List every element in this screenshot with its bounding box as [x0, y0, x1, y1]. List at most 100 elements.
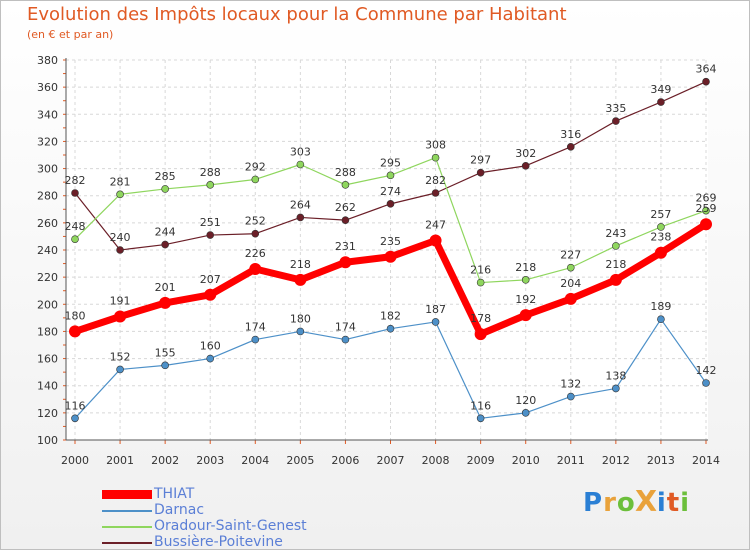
y-tick-label: 100	[37, 434, 58, 447]
y-tick-label: 180	[37, 325, 58, 338]
data-label: 316	[560, 128, 581, 141]
x-tick-label: 2008	[422, 454, 450, 467]
data-point	[476, 278, 485, 287]
y-tick-label: 280	[37, 190, 58, 203]
data-point	[159, 296, 172, 309]
data-point	[702, 206, 710, 215]
y-tick-label: 140	[37, 380, 58, 393]
legend-swatch	[102, 542, 152, 544]
data-label: 264	[290, 198, 311, 211]
data-label: 142	[696, 364, 717, 377]
data-point	[294, 273, 307, 286]
data-point	[521, 409, 530, 417]
data-label: 281	[110, 175, 131, 188]
x-tick-label: 2006	[331, 454, 359, 467]
data-label: 216	[470, 264, 491, 277]
data-point	[474, 328, 487, 341]
x-tick-label: 2000	[61, 454, 89, 467]
data-label: 252	[245, 215, 266, 228]
legend-swatch	[102, 510, 152, 512]
data-label: 257	[650, 208, 671, 221]
data-point	[251, 335, 260, 344]
x-tick-label: 2009	[467, 454, 495, 467]
data-label: 218	[605, 258, 626, 271]
data-point	[116, 365, 124, 374]
data-point	[386, 200, 395, 208]
data-label: 282	[65, 174, 86, 187]
x-tick-label: 2012	[602, 454, 630, 467]
data-label: 201	[155, 281, 176, 294]
x-tick-label: 2001	[106, 454, 134, 467]
data-label: 269	[696, 192, 717, 205]
x-tick-label: 2014	[692, 454, 720, 467]
x-tick-label: 2005	[286, 454, 314, 467]
y-tick-label: 220	[37, 271, 58, 284]
data-point	[116, 190, 124, 199]
legend-swatch	[102, 526, 152, 528]
x-tick-label: 2013	[647, 454, 675, 467]
data-label: 152	[110, 350, 131, 363]
data-point	[69, 325, 81, 338]
data-label: 251	[200, 216, 221, 229]
data-point	[161, 240, 169, 249]
data-label: 204	[560, 277, 581, 290]
data-label: 288	[335, 166, 356, 179]
data-label: 240	[110, 231, 131, 244]
y-tick-label: 260	[37, 217, 58, 230]
data-point	[431, 189, 440, 197]
x-tick-label: 2011	[557, 454, 585, 467]
data-point	[296, 213, 305, 222]
data-point	[521, 162, 530, 170]
data-label: 262	[335, 201, 356, 214]
data-label: 302	[515, 147, 536, 160]
y-tick-label: 380	[37, 54, 58, 67]
data-point	[431, 318, 440, 326]
data-label: 274	[380, 185, 401, 198]
data-label: 297	[470, 154, 491, 167]
data-label: 191	[110, 295, 131, 308]
data-point	[612, 242, 620, 250]
data-label: 182	[380, 310, 401, 323]
data-point	[476, 168, 485, 177]
data-point	[341, 335, 350, 344]
chart-title: Evolution des Impôts locaux pour la Comm…	[27, 4, 567, 25]
data-label: 132	[560, 378, 581, 391]
data-point	[612, 117, 620, 125]
data-label: 218	[290, 258, 311, 271]
data-label: 180	[290, 312, 311, 325]
data-label: 308	[425, 139, 446, 152]
data-label: 187	[425, 303, 446, 316]
y-tick-label: 300	[37, 163, 58, 176]
data-label: 155	[155, 346, 176, 359]
data-label: 189	[650, 300, 671, 313]
data-point	[702, 77, 710, 86]
data-point	[341, 216, 350, 224]
data-label: 116	[470, 399, 491, 412]
data-label: 248	[65, 220, 86, 233]
data-point	[251, 229, 260, 238]
data-label: 160	[200, 340, 221, 353]
data-label: 138	[605, 369, 626, 382]
data-point	[612, 384, 620, 393]
y-tick-label: 200	[37, 298, 58, 311]
data-point	[566, 263, 575, 272]
data-label: 174	[335, 321, 356, 334]
data-point	[564, 292, 577, 305]
legend-swatch	[102, 490, 152, 499]
data-label: 335	[605, 102, 626, 115]
data-point	[204, 288, 217, 301]
legend-label: Darnac	[154, 502, 205, 518]
data-point	[339, 256, 352, 269]
data-label: 231	[335, 240, 356, 253]
x-tick-label: 2004	[241, 454, 269, 467]
data-point	[251, 175, 260, 184]
data-label: 226	[245, 247, 266, 260]
data-label: 364	[696, 63, 717, 76]
data-point	[384, 250, 397, 263]
y-tick-label: 340	[37, 108, 58, 121]
x-tick-label: 2010	[512, 454, 540, 467]
data-point	[296, 327, 305, 336]
data-label: 285	[155, 170, 176, 183]
y-tick-label: 160	[37, 353, 58, 366]
data-label: 244	[155, 226, 176, 239]
